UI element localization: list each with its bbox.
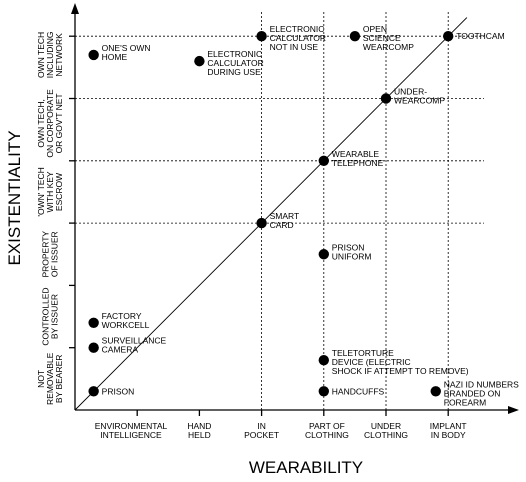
axes (71, 3, 519, 414)
trend-diagonal (74, 17, 468, 411)
y-category-labels: NOTREMOVABLEBY BEARER CONTROLLEDBY ISSUER… (36, 32, 64, 405)
point-label: ELECTRONIC CALCULATOR DURING USE (207, 49, 263, 77)
data-point (88, 342, 99, 353)
point-label: TELETORTURE DEVICE (ELECTRIC SHOCK IF ATTE… (332, 348, 469, 376)
data-point (318, 354, 329, 366)
y-category-label: NOTREMOVABLEBY BEARER (36, 352, 64, 405)
data-point (256, 217, 267, 229)
y-category-label: PROPERTYOF ISSUER (41, 231, 60, 278)
x-category-label: HAND HELD (187, 421, 211, 440)
y-axis-arrow (71, 3, 79, 14)
point-label: PRISON UNIFORM (332, 242, 372, 261)
point-label: TOOTHCAM (456, 31, 504, 41)
x-category-label: ENVIRONMENTAL INTELLIGENCE (95, 421, 168, 440)
y-category-label: CONTROLLEDBY ISSUER (41, 288, 60, 346)
y-axis-title: EXISTENTIALITY (5, 130, 24, 265)
x-axis-arrow (508, 406, 519, 414)
x-category-label: PART OF CLOTHING (305, 421, 349, 440)
x-axis-title: WEARABILITY (249, 458, 363, 477)
point-label: ELECTRONIC CALCULATOR NOT IN USE (270, 24, 326, 52)
data-point (430, 386, 441, 397)
x-category-label: IN POCKET (244, 421, 279, 440)
point-label: UNDER-WEARCOMP (394, 87, 445, 106)
y-category-label: 'OWN' TECHWITH KEYESCROW (36, 167, 64, 216)
point-label: ONE'S OWN HOME (102, 43, 151, 62)
point-label: FACTORY WORKCELL (102, 311, 150, 330)
y-category-label: OWN TECH,ON CORPORATEOR GOV'T NET (36, 89, 64, 158)
point-label: WEARABLE TELEPHONE (332, 149, 384, 168)
point-label: NAZI ID NUMBERS BRANDED ON FOREARM (444, 379, 519, 407)
data-point (88, 317, 99, 328)
data-points: ONE'S OWN HOME ELECTRONIC CALCULATOR NOT IN … (88, 24, 519, 407)
data-point (318, 386, 329, 397)
diagonal-line (74, 17, 468, 411)
tick-marks (69, 35, 449, 416)
data-point (88, 49, 99, 61)
x-category-label: UNDER CLOTHING (364, 421, 408, 440)
x-category-label: IMPLANT IN BODY (430, 421, 467, 440)
data-point (88, 386, 99, 397)
data-point (443, 31, 454, 42)
y-category-label: OWN TECHINCLUDINGNETWORK (36, 32, 64, 79)
point-label: SMART CARD (270, 211, 300, 230)
point-label: PRISON (102, 386, 135, 396)
point-label: HANDCUFFS (332, 386, 385, 396)
data-point (256, 31, 267, 42)
data-point (380, 93, 392, 104)
data-point (318, 249, 329, 260)
grid-lines (75, 12, 484, 410)
point-label: SURVEILLANCE CAMERA (102, 336, 167, 355)
data-point (318, 155, 329, 166)
data-point (194, 55, 205, 67)
x-category-labels: ENVIRONMENTAL INTELLIGENCE HAND HELD IN POCKE… (95, 421, 467, 440)
data-point (349, 31, 361, 42)
point-label: OPEN SCIENCE WEARCOMP (363, 24, 414, 52)
